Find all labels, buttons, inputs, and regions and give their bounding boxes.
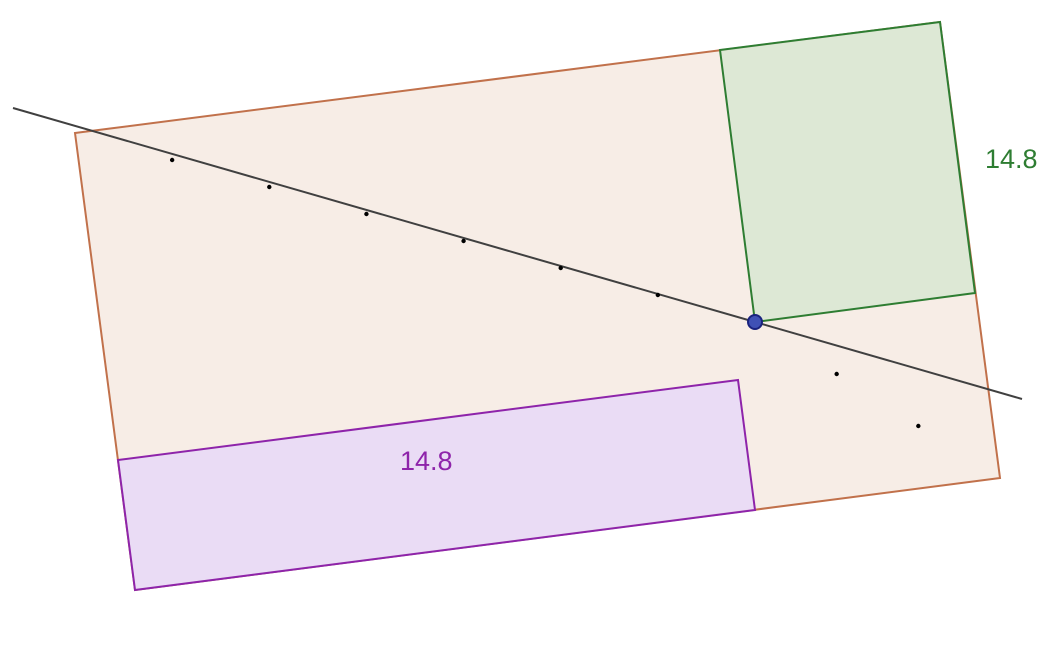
green-rectangle[interactable] [720,22,975,322]
tick-mark [656,293,660,297]
tick-mark [834,372,838,376]
tick-mark [916,424,920,428]
geometry-canvas: 14.8 14.8 [0,0,1054,668]
purple-area-label: 14.8 [400,446,453,476]
tick-mark [364,212,368,216]
intersection-point[interactable] [748,315,762,329]
tick-mark [170,158,174,162]
tick-mark [559,266,563,270]
green-area-label: 14.8 [985,144,1038,174]
tick-mark [267,185,271,189]
tick-mark [461,239,465,243]
